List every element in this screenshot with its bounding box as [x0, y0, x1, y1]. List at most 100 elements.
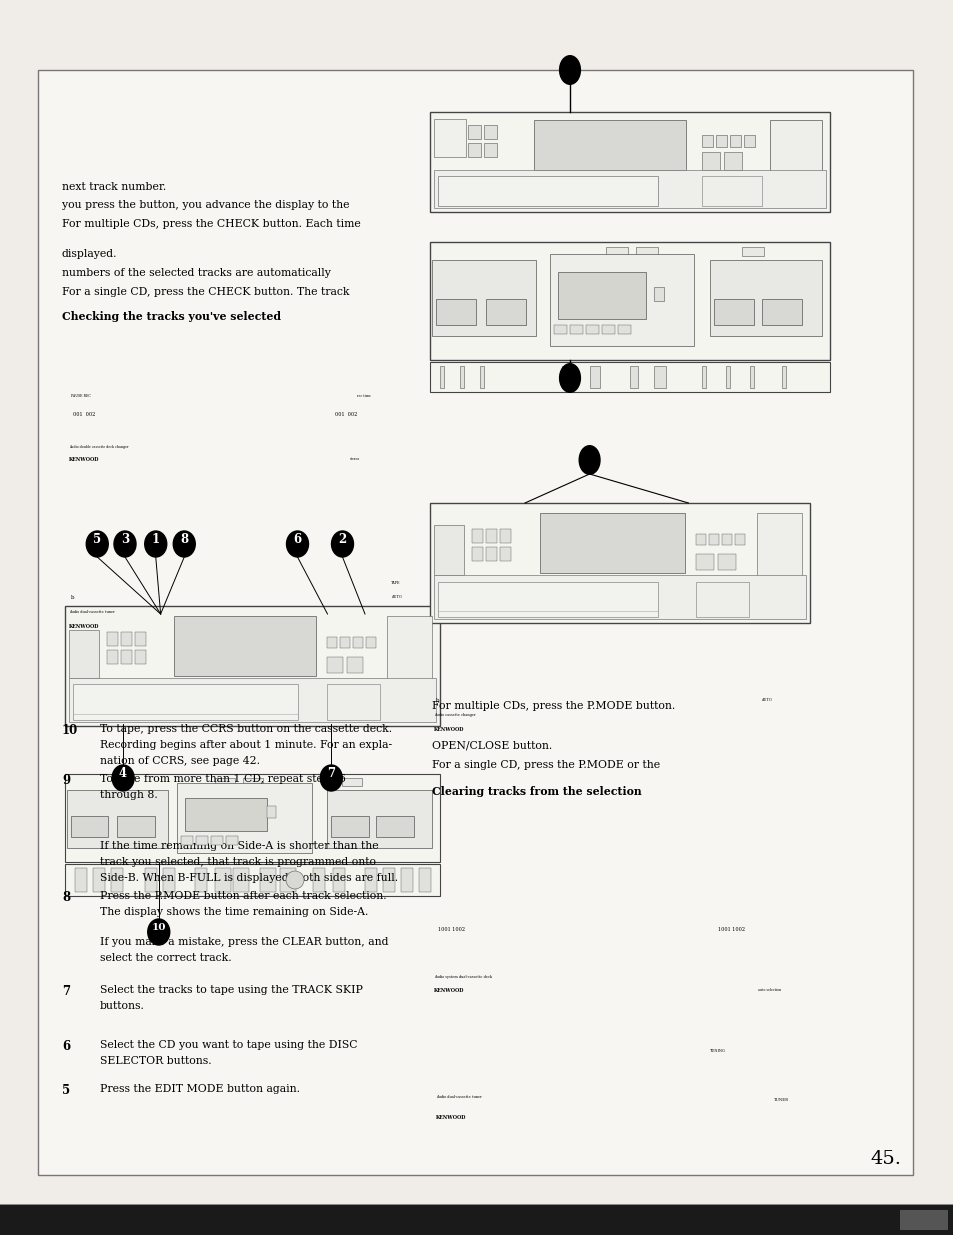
FancyBboxPatch shape [434, 525, 464, 576]
FancyBboxPatch shape [569, 325, 582, 333]
Text: 1001 1002: 1001 1002 [437, 927, 464, 932]
Ellipse shape [286, 531, 308, 557]
FancyBboxPatch shape [756, 513, 801, 587]
FancyBboxPatch shape [550, 254, 693, 346]
FancyBboxPatch shape [585, 325, 598, 333]
Text: PAUSE REC: PAUSE REC [71, 394, 91, 398]
FancyBboxPatch shape [65, 774, 439, 862]
Ellipse shape [578, 446, 599, 474]
FancyBboxPatch shape [92, 868, 105, 892]
FancyBboxPatch shape [539, 513, 684, 573]
FancyBboxPatch shape [145, 868, 157, 892]
Ellipse shape [113, 531, 136, 557]
Text: 10: 10 [152, 923, 166, 931]
FancyBboxPatch shape [483, 143, 497, 157]
Text: To tape, press the CCRS button on the cassette deck.: To tape, press the CCRS button on the ca… [100, 724, 392, 734]
FancyBboxPatch shape [69, 630, 99, 678]
FancyBboxPatch shape [696, 555, 713, 571]
FancyBboxPatch shape [418, 868, 431, 892]
FancyBboxPatch shape [434, 119, 465, 157]
Text: For multiple CDs, press the CHECK button. Each time: For multiple CDs, press the CHECK button… [62, 219, 360, 230]
FancyBboxPatch shape [701, 135, 712, 147]
Text: 6: 6 [62, 1040, 71, 1053]
FancyBboxPatch shape [173, 615, 315, 676]
Text: 001  002: 001 002 [73, 411, 95, 416]
FancyBboxPatch shape [67, 790, 168, 848]
Text: Audio double cassette deck changer: Audio double cassette deck changer [69, 445, 129, 450]
Text: 001  002: 001 002 [335, 411, 356, 416]
FancyBboxPatch shape [743, 135, 754, 147]
FancyBboxPatch shape [472, 547, 482, 561]
FancyBboxPatch shape [313, 868, 325, 892]
FancyBboxPatch shape [177, 783, 313, 853]
FancyBboxPatch shape [366, 637, 376, 648]
FancyBboxPatch shape [194, 868, 207, 892]
FancyBboxPatch shape [163, 868, 174, 892]
Text: nation of CCRS, see page 42.: nation of CCRS, see page 42. [100, 756, 260, 766]
FancyBboxPatch shape [331, 816, 369, 837]
Text: KENWOOD: KENWOOD [434, 727, 464, 732]
Text: 7: 7 [62, 986, 71, 998]
FancyBboxPatch shape [214, 778, 234, 787]
FancyBboxPatch shape [437, 177, 658, 206]
Text: next track number.: next track number. [62, 182, 166, 191]
Text: If you make a mistake, press the CLEAR button, and: If you make a mistake, press the CLEAR b… [100, 937, 388, 947]
Text: numbers of the selected tracks are automatically: numbers of the selected tracks are autom… [62, 268, 331, 278]
FancyBboxPatch shape [729, 135, 740, 147]
FancyBboxPatch shape [347, 657, 363, 673]
FancyBboxPatch shape [437, 582, 658, 618]
Text: For a single CD, press the CHECK button. The track: For a single CD, press the CHECK button.… [62, 287, 349, 296]
Text: TUNING: TUNING [709, 1049, 725, 1053]
Text: OPEN/CLOSE button.: OPEN/CLOSE button. [432, 741, 552, 751]
FancyBboxPatch shape [260, 868, 275, 892]
Text: Recording begins after about 1 minute. For an expla-: Recording begins after about 1 minute. F… [100, 740, 392, 750]
Text: you press the button, you advance the display to the: you press the button, you advance the di… [62, 200, 349, 210]
Text: If the time remaining on Side-A is shorter than the: If the time remaining on Side-A is short… [100, 841, 378, 851]
FancyBboxPatch shape [121, 650, 132, 663]
Ellipse shape [559, 56, 579, 84]
Text: SELECTOR buttons.: SELECTOR buttons. [100, 1056, 212, 1066]
FancyBboxPatch shape [342, 778, 362, 787]
FancyBboxPatch shape [327, 657, 343, 673]
FancyBboxPatch shape [333, 868, 345, 892]
FancyBboxPatch shape [267, 806, 276, 818]
FancyBboxPatch shape [226, 836, 238, 845]
Text: auto selection: auto selection [758, 988, 781, 992]
Text: 1001 1002: 1001 1002 [718, 927, 744, 932]
Text: Select the tracks to tape using the TRACK SKIP: Select the tracks to tape using the TRAC… [100, 986, 362, 995]
Text: Side-B. When B-FULL is displayed, both sides are full.: Side-B. When B-FULL is displayed, both s… [100, 873, 397, 883]
Text: 5: 5 [62, 1084, 71, 1098]
FancyBboxPatch shape [485, 299, 525, 325]
Text: through 8.: through 8. [100, 790, 157, 800]
FancyBboxPatch shape [75, 868, 87, 892]
Text: Audio dual-cassette tuner: Audio dual-cassette tuner [436, 1095, 481, 1099]
Text: Press the EDIT MODE button again.: Press the EDIT MODE button again. [100, 1084, 299, 1094]
Text: b: b [436, 699, 439, 704]
Ellipse shape [320, 764, 342, 790]
Ellipse shape [331, 531, 354, 557]
FancyBboxPatch shape [899, 1210, 947, 1230]
Text: displayed.: displayed. [62, 249, 117, 259]
Text: TUNER: TUNER [773, 1098, 788, 1102]
FancyBboxPatch shape [327, 684, 379, 720]
FancyBboxPatch shape [387, 615, 432, 690]
FancyBboxPatch shape [554, 325, 566, 333]
FancyBboxPatch shape [181, 836, 193, 845]
FancyBboxPatch shape [69, 678, 436, 722]
Text: 2: 2 [338, 532, 346, 546]
FancyBboxPatch shape [499, 547, 511, 561]
FancyBboxPatch shape [589, 366, 599, 388]
FancyBboxPatch shape [561, 366, 576, 388]
FancyBboxPatch shape [701, 366, 705, 388]
Text: To tape from more than 1 CD, repeat steps 6: To tape from more than 1 CD, repeat step… [100, 774, 346, 784]
FancyBboxPatch shape [654, 287, 663, 301]
FancyBboxPatch shape [382, 868, 395, 892]
FancyBboxPatch shape [716, 135, 726, 147]
FancyBboxPatch shape [696, 534, 705, 545]
Text: For a single CD, press the P.MODE or the: For a single CD, press the P.MODE or the [432, 760, 659, 769]
Text: 8: 8 [62, 890, 71, 904]
Text: AUTO: AUTO [391, 595, 402, 599]
FancyBboxPatch shape [430, 362, 829, 391]
FancyBboxPatch shape [354, 637, 363, 648]
FancyBboxPatch shape [605, 247, 627, 256]
